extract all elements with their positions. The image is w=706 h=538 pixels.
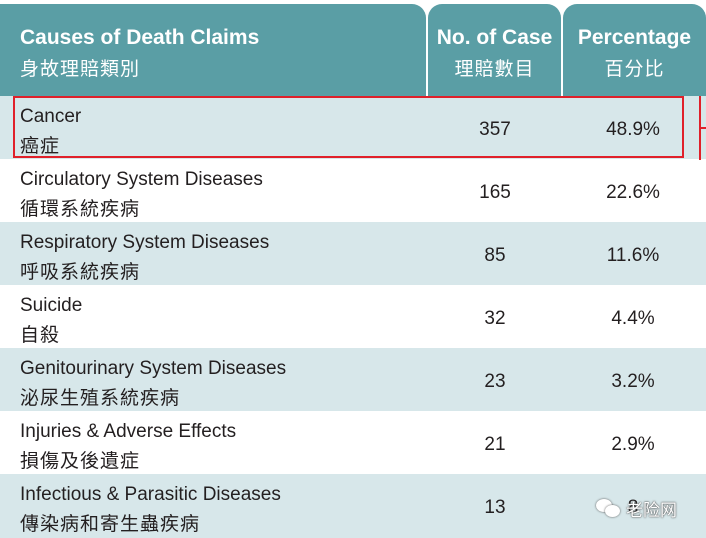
cause-en: Circulatory System Diseases xyxy=(20,169,263,190)
header-cause-column: Causes of Death Claims 身故理賠類別 xyxy=(0,4,426,96)
cause-en: Cancer xyxy=(20,106,82,127)
header-pct-zh: 百分比 xyxy=(604,59,665,80)
table-row: Genitourinary System Diseases 泌尿生殖系統疾病 2… xyxy=(0,348,706,411)
cause-en: Infectious & Parasitic Diseases xyxy=(20,484,281,505)
header-cases-column: No. of Case 理賠數目 xyxy=(428,4,561,96)
watermark-text: 老险网 xyxy=(626,500,677,520)
header-percentage-column: Percentage 百分比 xyxy=(563,4,706,96)
cause-zh: 呼吸系統疾病 xyxy=(20,262,141,283)
table-row: Respiratory System Diseases 呼吸系統疾病 85 11… xyxy=(0,222,706,285)
table-header: Causes of Death Claims 身故理賠類別 No. of Cas… xyxy=(0,0,706,96)
watermark: 老险网 xyxy=(596,495,677,521)
cause-zh: 傳染病和寄生蟲疾病 xyxy=(20,514,201,535)
cause-en: Suicide xyxy=(20,295,83,316)
cause-zh: 泌尿生殖系統疾病 xyxy=(20,388,181,409)
case-count: 23 xyxy=(484,371,506,392)
cause-en: Injuries & Adverse Effects xyxy=(20,421,237,442)
case-count: 85 xyxy=(484,245,506,266)
table-row: Injuries & Adverse Effects 損傷及後遺症 21 2.9… xyxy=(0,411,706,474)
header-cases-zh: 理賠數目 xyxy=(454,59,535,80)
case-count: 21 xyxy=(484,434,506,455)
table-row: Suicide 自殺 32 4.4% xyxy=(0,285,706,348)
percentage: 48.9% xyxy=(606,119,660,140)
header-cause-zh: 身故理賠類別 xyxy=(20,59,141,80)
case-count: 165 xyxy=(479,182,511,203)
cause-en: Genitourinary System Diseases xyxy=(20,358,287,379)
cause-en: Respiratory System Diseases xyxy=(20,232,270,253)
header-cause-en: Causes of Death Claims xyxy=(20,26,260,49)
cause-zh: 損傷及後遺症 xyxy=(20,451,141,472)
table-row: Cancer 癌症 357 48.9% xyxy=(0,96,706,159)
case-count: 357 xyxy=(479,119,511,140)
table-row: Circulatory System Diseases 循環系統疾病 165 2… xyxy=(0,159,706,222)
case-count: 13 xyxy=(484,497,506,518)
percentage: 3.2% xyxy=(611,371,655,392)
wechat-icon xyxy=(596,497,622,519)
header-pct-en: Percentage xyxy=(577,26,692,49)
percentage: 8 xyxy=(627,497,639,518)
cause-zh: 自殺 xyxy=(20,325,61,346)
table-row: Infectious & Parasitic Diseases 傳染病和寄生蟲疾… xyxy=(0,474,706,538)
percentage: 11.6% xyxy=(606,245,660,266)
case-count: 32 xyxy=(484,308,506,329)
percentage: 2.9% xyxy=(611,434,655,455)
header-cases-en: No. of Case xyxy=(436,26,553,49)
cause-zh: 循環系統疾病 xyxy=(20,199,141,220)
percentage: 22.6% xyxy=(606,182,660,203)
cause-zh: 癌症 xyxy=(20,136,61,157)
highlight-edge-tick xyxy=(699,127,706,129)
percentage: 4.4% xyxy=(611,308,655,329)
